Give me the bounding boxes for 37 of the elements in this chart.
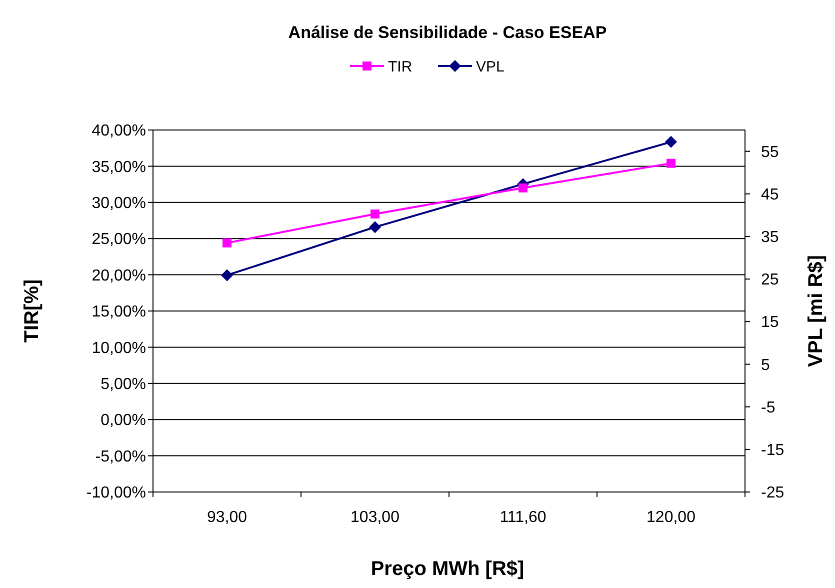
- y-tick-label: 40,00%: [92, 122, 146, 140]
- point: [222, 238, 232, 248]
- legend-label: TIR: [388, 58, 412, 76]
- point: [370, 209, 380, 218]
- y2-tick-label: 45: [761, 186, 779, 204]
- point: [369, 221, 381, 234]
- x-tick-label: 111,60: [500, 509, 546, 526]
- y2-tick-label: 15: [761, 314, 779, 332]
- y2-tick-label: 35: [761, 229, 779, 246]
- y2-tick-label: -25: [761, 484, 784, 502]
- y-tick-label: 30,00%: [92, 195, 146, 212]
- y-tick-label: 25,00%: [92, 231, 146, 248]
- y2-axis-title: VPL [mi R$]: [805, 255, 827, 367]
- point: [665, 136, 677, 148]
- y2-tick-label: -5: [761, 399, 776, 416]
- y-tick-label: 10,00%: [92, 340, 146, 357]
- legend-label: VPL: [476, 58, 504, 76]
- x-tick-label: 103,00: [350, 509, 400, 526]
- y2-tick-label: 25: [761, 272, 779, 289]
- y-tick-label: 5,00%: [100, 376, 146, 393]
- y-axis-title: TIR[%]: [21, 279, 43, 343]
- y-tick-label: 0,00%: [100, 412, 146, 430]
- y-tick-label: 15,00%: [92, 304, 146, 321]
- point: [518, 183, 528, 192]
- x-tick-label: 93,00: [206, 509, 248, 526]
- y-tick-label: 35,00%: [92, 158, 146, 176]
- y-tick-label: 20,00%: [92, 267, 146, 284]
- y2-tick-label: -15: [761, 442, 784, 460]
- y2-tick-label: 55: [761, 144, 779, 161]
- x-axis-title: Preço MWh [R$]: [370, 558, 524, 580]
- point: [666, 158, 676, 168]
- y-tick-label: -10,00%: [86, 484, 146, 502]
- point: [221, 269, 233, 282]
- y-tick-label: -5,00%: [95, 448, 146, 466]
- y2-tick-label: 5: [761, 356, 770, 374]
- x-tick-label: 120,00: [646, 509, 696, 526]
- chart-title: Análise de Sensibilidade - Caso ESEAP: [288, 23, 607, 42]
